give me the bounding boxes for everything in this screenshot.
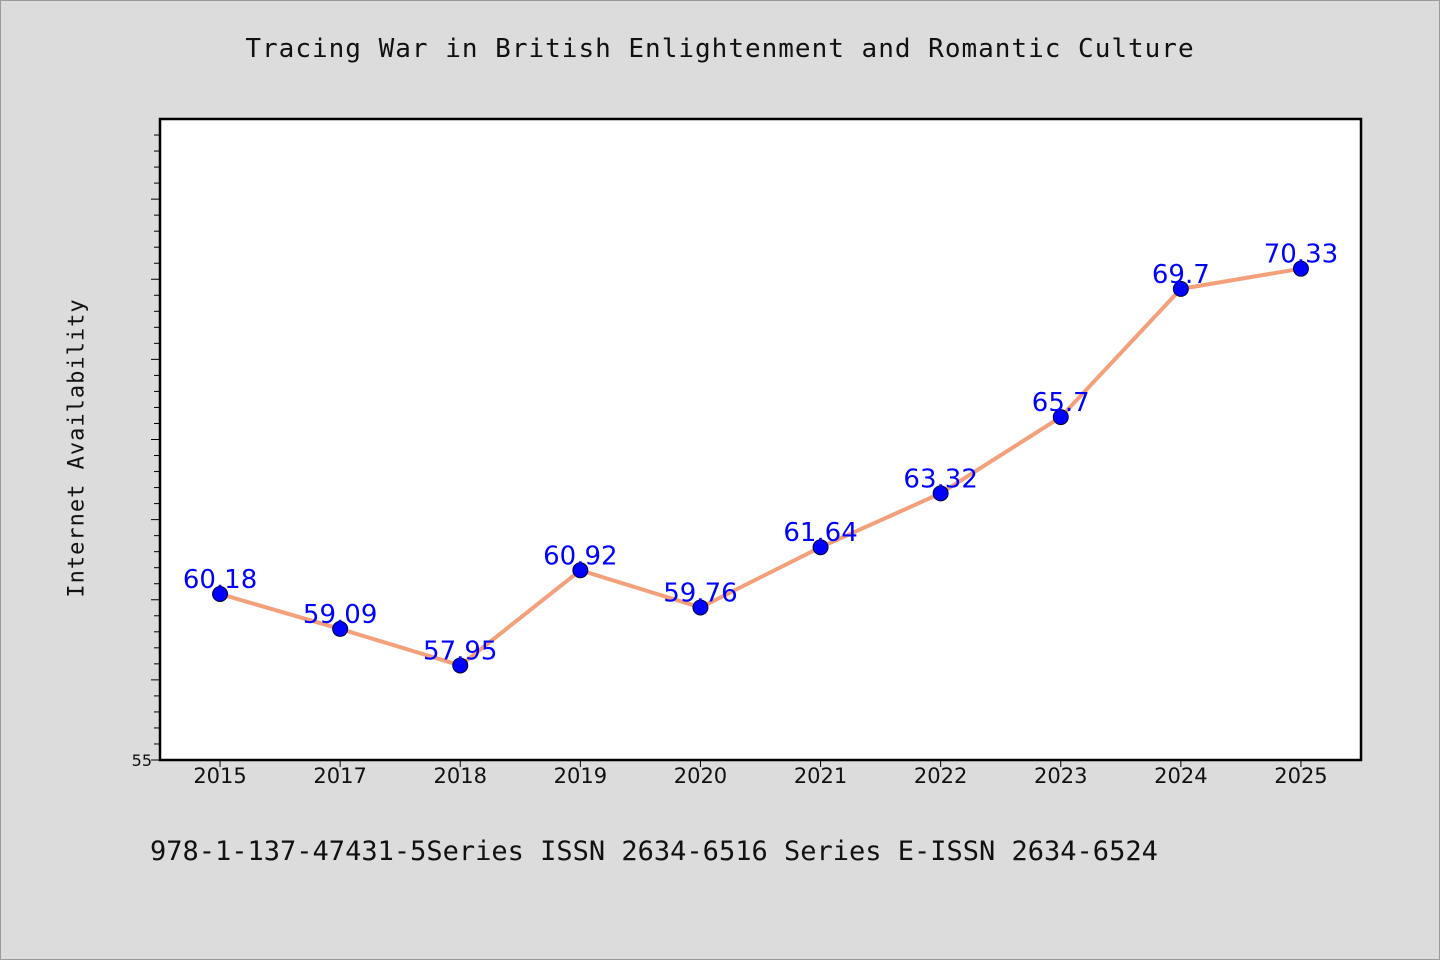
chart-title: Tracing War in British Enlightenment and… <box>245 34 1195 64</box>
data-labels: 60.18 59.09 57.95 60.92 59.76 61.64 63.32 65.7 6… <box>183 240 1338 667</box>
plot-background <box>158 117 1363 762</box>
x-tick-label: 2019 <box>554 764 607 788</box>
data-point <box>932 485 949 502</box>
data-label: 59.09 <box>303 600 377 630</box>
y-tick-label: 55 <box>132 751 152 770</box>
x-tick-label: 2017 <box>313 764 366 788</box>
x-tick-label: 2015 <box>193 764 246 788</box>
x-tick-label: 2020 <box>674 764 727 788</box>
y-axis-ticks: 55 <box>132 134 160 770</box>
x-tick-label: 2018 <box>434 764 487 788</box>
data-point <box>572 562 589 579</box>
data-label: 59.76 <box>663 578 737 608</box>
data-point <box>332 620 349 637</box>
data-label: 65.7 <box>1032 388 1090 418</box>
x-tick-label: 2022 <box>914 764 967 788</box>
x-axis-ticks: 2015 2017 2018 2019 2020 2021 2022 2023 2024 2025 <box>193 760 1328 788</box>
data-label: 61.64 <box>783 518 857 548</box>
data-point <box>692 599 709 616</box>
data-point <box>212 585 229 602</box>
data-label: 57.95 <box>423 636 497 666</box>
x-tick-label: 2023 <box>1034 764 1087 788</box>
data-point <box>812 539 829 556</box>
data-label: 63.32 <box>903 464 977 494</box>
x-tick-label: 2025 <box>1274 764 1327 788</box>
data-point <box>1292 260 1309 277</box>
data-label: 69.7 <box>1152 260 1210 290</box>
series-group <box>212 260 1309 674</box>
data-label: 60.18 <box>183 565 257 595</box>
footer-isbn-text: 978-1-137-47431-5Series ISSN 2634-6516 S… <box>150 836 1158 867</box>
data-point <box>1172 280 1189 297</box>
data-label: 60.92 <box>543 541 617 571</box>
data-label: 70.33 <box>1264 240 1338 270</box>
data-point <box>452 657 469 674</box>
x-tick-label: 2021 <box>794 764 847 788</box>
data-point <box>1052 409 1069 426</box>
series-line <box>218 266 1303 668</box>
x-tick-label: 2024 <box>1154 764 1207 788</box>
